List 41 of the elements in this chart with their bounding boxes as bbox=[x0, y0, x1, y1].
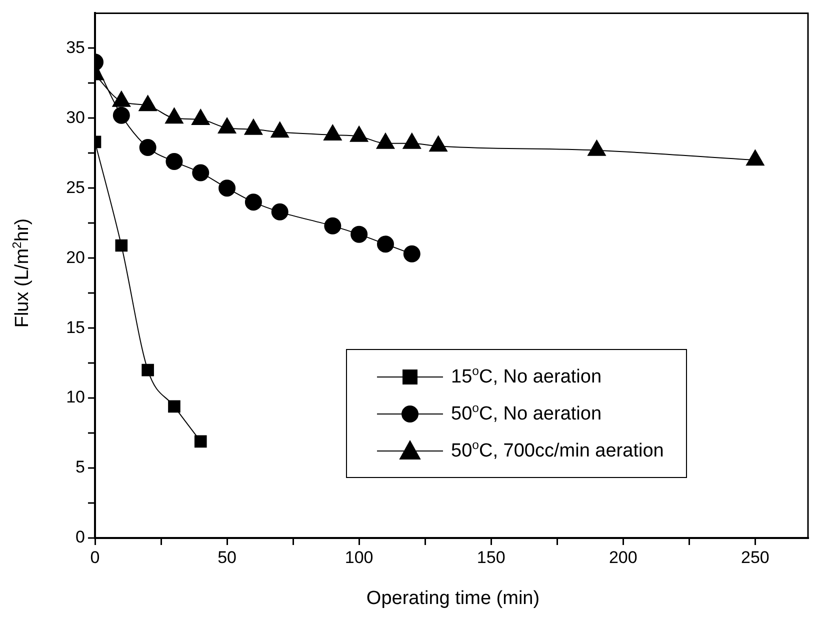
point bbox=[376, 132, 395, 149]
x-tick-label: 0 bbox=[90, 548, 100, 567]
point bbox=[746, 150, 764, 166]
y-tick-label: 30 bbox=[66, 108, 85, 127]
point bbox=[112, 90, 131, 107]
point bbox=[115, 239, 128, 252]
point bbox=[244, 118, 263, 135]
point bbox=[165, 108, 184, 124]
legend-label: 50$^{o}$C, 700cc/min aeration bbox=[451, 438, 664, 463]
point bbox=[350, 126, 368, 142]
x-tick-label: 200 bbox=[608, 548, 638, 567]
point bbox=[402, 132, 422, 149]
y-tick-label: 20 bbox=[66, 248, 85, 267]
point bbox=[324, 124, 342, 140]
point bbox=[403, 245, 420, 262]
y-tick-label: 5 bbox=[76, 458, 85, 477]
point bbox=[324, 217, 342, 234]
point bbox=[142, 364, 154, 376]
legend-label: 50$^{o}$C, No aeration bbox=[451, 401, 602, 426]
x-tick-label: 250 bbox=[741, 548, 770, 567]
point bbox=[429, 136, 448, 152]
point bbox=[191, 109, 210, 126]
point bbox=[588, 140, 606, 156]
y-tick-label: 15 bbox=[66, 318, 85, 337]
point bbox=[168, 400, 180, 413]
point bbox=[218, 117, 236, 134]
legend-label: 15$^{o}$C, No aeration bbox=[451, 364, 602, 389]
x-tick-label: 150 bbox=[476, 548, 506, 567]
point bbox=[270, 122, 290, 138]
x-tick-label: 50 bbox=[218, 548, 236, 567]
point bbox=[194, 435, 207, 448]
y-tick-label: 35 bbox=[66, 38, 85, 57]
y-tick-label: 10 bbox=[66, 388, 85, 407]
point bbox=[138, 95, 157, 112]
y-tick-label: 0 bbox=[76, 528, 85, 547]
x-tick-label: 100 bbox=[344, 548, 374, 567]
y-tick-label: 25 bbox=[66, 178, 85, 197]
point bbox=[350, 226, 368, 243]
point bbox=[376, 236, 394, 253]
point bbox=[271, 203, 288, 220]
x-axis-title: Operating time (min) bbox=[366, 588, 540, 610]
